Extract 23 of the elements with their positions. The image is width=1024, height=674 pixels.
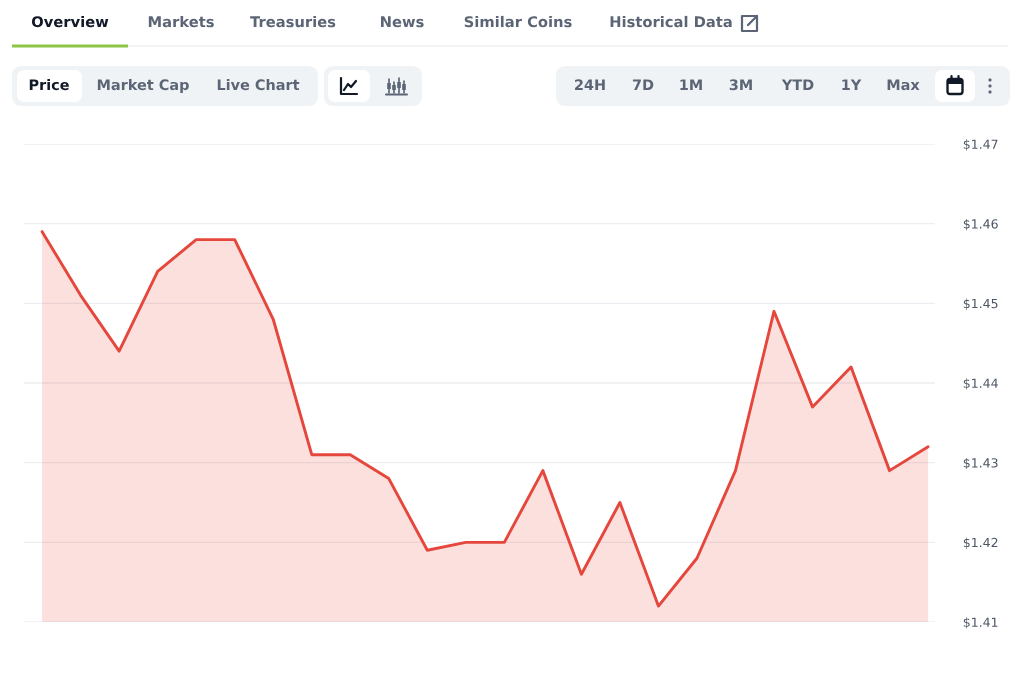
text: Similar Coins xyxy=(464,15,572,28)
y-tick-label: $1.41 xyxy=(963,617,998,629)
text: 7D xyxy=(632,79,654,90)
y-tick-label: $1.43 xyxy=(963,457,998,470)
text: Price xyxy=(29,79,69,91)
text: 24H xyxy=(575,79,605,90)
text: Treasuries xyxy=(250,15,336,28)
y-tick-label: $1.44 xyxy=(963,378,998,390)
y-tick-label: $1.47 xyxy=(963,139,998,151)
text: Historical Data xyxy=(610,15,732,28)
text: Max xyxy=(887,79,920,91)
text: 3M xyxy=(729,79,752,91)
text: 1M xyxy=(680,79,702,90)
y-tick-label: $1.46 xyxy=(963,218,998,231)
text: Market Cap xyxy=(97,79,189,93)
y-tick-label: $1.45 xyxy=(963,298,998,310)
text: 1Y xyxy=(842,79,862,90)
text: News xyxy=(381,16,424,28)
text: Live Chart xyxy=(217,79,300,91)
text: YTD xyxy=(781,79,814,90)
text: Overview xyxy=(31,15,109,28)
text: Markets xyxy=(148,15,214,28)
y-tick-label: $1.42 xyxy=(963,537,998,549)
